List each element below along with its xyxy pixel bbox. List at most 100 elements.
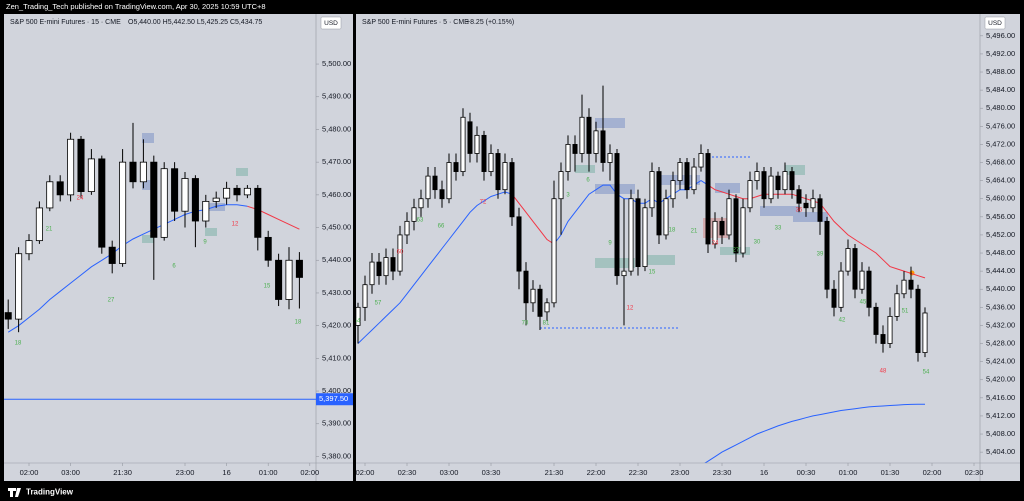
candle-body <box>593 130 599 154</box>
bar-count: 15 <box>264 284 271 290</box>
candle-body <box>67 138 75 196</box>
candle-body <box>852 248 858 290</box>
x-tick-label: 22:30 <box>629 468 648 477</box>
chart-title: S&P 500 E-mini Futures · 5 · CME <box>362 19 469 26</box>
y-tick-label: 5,468.00 <box>986 158 1015 167</box>
y-tick-label: 5,432.00 <box>986 320 1015 329</box>
candle-body <box>796 189 802 204</box>
y-tick-label: 5,472.00 <box>986 139 1015 148</box>
brand: TradingView <box>26 488 74 497</box>
x-tick-label: 01:30 <box>881 468 900 477</box>
x-tick-label: 23:30 <box>713 468 732 477</box>
left-panel <box>4 14 353 481</box>
y-tick-label: 5,480.00 <box>322 124 351 133</box>
candle-body <box>544 302 550 313</box>
bar-count: 33 <box>775 226 782 232</box>
footer: TradingView <box>8 488 74 497</box>
y-tick-label: 5,500.00 <box>322 59 351 68</box>
y-tick-label: 5,424.00 <box>986 357 1015 366</box>
currency-box <box>320 16 342 30</box>
price-label-box <box>316 393 353 406</box>
bar-count: 21 <box>46 227 53 233</box>
candle-body <box>761 171 767 200</box>
candle-body <box>108 246 116 264</box>
y-tick-label: 5,404.00 <box>986 447 1015 456</box>
candle-body <box>4 312 12 320</box>
candle-body <box>649 171 655 209</box>
chart: 18 21 24 27 6 9 12 15 18 S&P 500 E-mini Futures ·… <box>4 14 353 481</box>
bar-count: 27 <box>733 248 740 254</box>
x-tick-label: 02:30 <box>965 468 984 477</box>
candle-body <box>628 198 634 272</box>
zone <box>205 228 217 236</box>
candle-body <box>621 270 627 277</box>
candle-body <box>803 202 809 209</box>
bar-count: 78 <box>522 321 529 327</box>
candle-body <box>285 259 293 300</box>
candle-body <box>376 261 382 277</box>
candle-body <box>859 270 865 290</box>
candle-body <box>873 306 879 335</box>
x-tick-label: 22:00 <box>587 468 606 477</box>
y-tick-label: 5,408.00 <box>986 429 1015 438</box>
candle-body <box>789 171 795 191</box>
candle-body <box>425 175 431 200</box>
y-tick-label: 5,410.00 <box>322 353 351 362</box>
price-label: 5,397.50 <box>319 394 348 403</box>
publish-note: Zen_Trading_Tech published on TradingVie… <box>6 2 266 11</box>
candle-body <box>87 158 95 192</box>
chart-title: S&P 500 E-mini Futures · 15 · CME <box>10 19 121 26</box>
candle-body <box>397 234 403 272</box>
x-tick-label: 02:00 <box>20 468 39 477</box>
candle-body <box>782 171 788 191</box>
candle-body <box>537 288 543 317</box>
bar-count: 48 <box>880 369 887 375</box>
zone <box>785 165 805 175</box>
moving-average <box>511 184 926 279</box>
candle-body <box>150 161 158 238</box>
candle-body <box>607 153 613 163</box>
x-tick-label: 23:00 <box>671 468 690 477</box>
y-tick-label: 5,400.00 <box>322 386 351 395</box>
y-tick-label: 5,456.00 <box>986 212 1015 221</box>
bar-count: 39 <box>817 252 824 258</box>
candle-body <box>733 198 739 254</box>
candle-body <box>635 198 641 268</box>
x-tick-label: 02:00 <box>300 468 319 477</box>
candle-body <box>233 187 241 196</box>
candle-body <box>656 171 662 236</box>
candle-body <box>775 175 781 191</box>
y-tick-label: 5,464.00 <box>986 176 1015 185</box>
bar-count: 66 <box>438 224 445 230</box>
candle-body <box>684 162 690 191</box>
candle-body <box>432 175 438 191</box>
candle-body <box>663 198 669 236</box>
candle-body <box>46 181 54 209</box>
candle-body <box>698 153 704 168</box>
bar-count: 18 <box>669 228 676 234</box>
currency: USD <box>988 20 1002 27</box>
candle-body <box>887 315 893 344</box>
x-tick-label: 21:30 <box>113 468 132 477</box>
y-tick-label: 5,460.00 <box>322 190 351 199</box>
bar-count: 6 <box>172 264 176 270</box>
zone <box>595 118 625 128</box>
candle-body <box>831 288 837 308</box>
bar-count: 3 <box>566 193 570 199</box>
y-tick-label: 5,496.00 <box>986 31 1015 40</box>
candle-body <box>295 259 303 278</box>
candle-body <box>181 178 189 212</box>
x-tick-label: 01:00 <box>259 468 278 477</box>
y-tick-label: 5,490.00 <box>322 92 351 101</box>
candle-body <box>600 130 606 163</box>
y-tick-label: 5,420.00 <box>322 321 351 330</box>
zone <box>142 235 154 243</box>
candle-body <box>369 261 375 286</box>
bar-count: 18 <box>15 341 22 347</box>
y-tick-label: 5,470.00 <box>322 157 351 166</box>
y-tick-label: 5,440.00 <box>322 255 351 264</box>
chart-subtitle: +8.25 (+0.15%) <box>466 19 514 26</box>
